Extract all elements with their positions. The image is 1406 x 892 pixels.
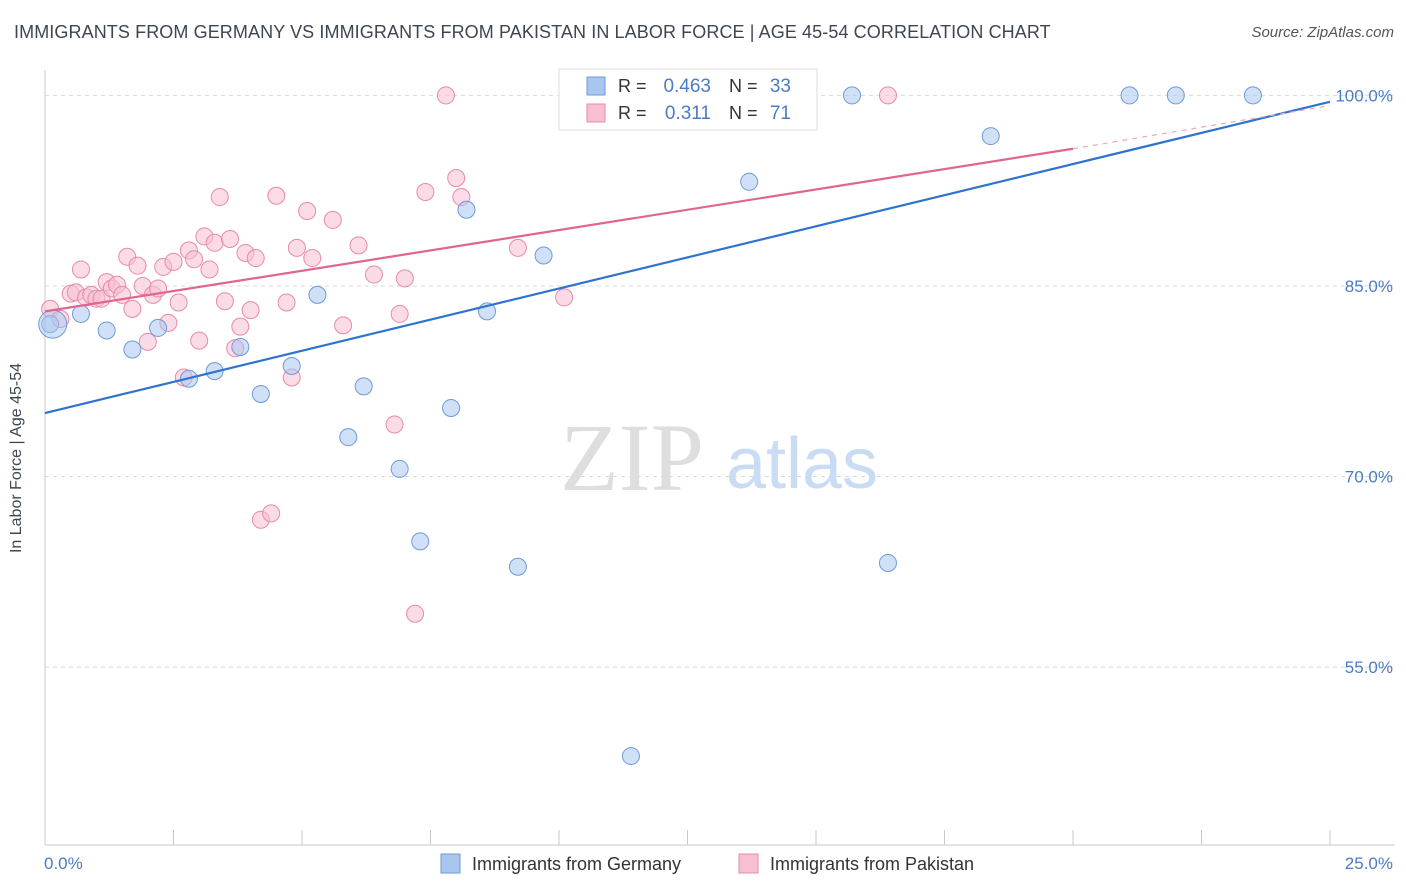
pakistan-point [267, 186, 286, 205]
legend-bottom: Immigrants from Germany Immigrants from P… [440, 853, 974, 874]
pakistan-point [395, 269, 414, 288]
pakistan-point [298, 202, 317, 221]
pakistan-point [277, 293, 296, 312]
legend-top: R = 0.463 N = 33 R = 0.311 N = 71 [558, 68, 818, 131]
pakistan-point [262, 504, 281, 523]
pakistan-point [205, 233, 224, 252]
pakistan-point [221, 229, 240, 248]
pakistan-point [303, 249, 322, 268]
germany-point [981, 127, 1000, 146]
axis-layer: 55.0% 70.0% 85.0% 100.0% 0.0% 25.0% [44, 70, 1395, 873]
legend-n-label: N = [729, 103, 758, 123]
germany-point [390, 459, 409, 478]
pakistan-point [138, 332, 157, 351]
x-tick-label: 0.0% [44, 854, 83, 873]
germany-point [740, 172, 759, 191]
pakistan-point [364, 265, 383, 284]
pakistan-point [123, 299, 142, 318]
pakistan-point [323, 210, 342, 229]
germany-point [442, 398, 461, 417]
germany-point [411, 532, 430, 551]
pakistan-point [349, 236, 368, 255]
germany-point [231, 337, 250, 356]
germany-point [97, 321, 116, 340]
legend-germany-swatch [440, 853, 461, 874]
x-tick-label: 25.0% [1345, 854, 1393, 873]
pakistan-point [555, 288, 574, 307]
pakistan-point [390, 304, 409, 323]
source-label: Source: ZipAtlas.com [1251, 24, 1394, 41]
germany-point [621, 747, 640, 766]
legend-n-value: 71 [770, 103, 791, 124]
legend-r-value: 0.311 [665, 103, 711, 124]
pakistan-point [185, 250, 204, 269]
pakistan-point [164, 252, 183, 271]
germany-point [1166, 86, 1185, 105]
germany-trendline [44, 100, 1331, 415]
pakistan-point [508, 238, 527, 257]
pakistan-trendline [44, 147, 1074, 313]
y-tick-label: 55.0% [1345, 658, 1393, 677]
pakistan-point [215, 292, 234, 311]
pakistan-point [447, 168, 466, 187]
pakistan-point [190, 331, 209, 350]
legend-n-value: 33 [770, 76, 791, 97]
legend-germany-swatch [586, 76, 606, 96]
germany-point [1243, 86, 1262, 105]
legend-germany-label: Immigrants from Germany [472, 854, 681, 874]
pakistan-trendline-extension [1072, 104, 1331, 150]
points-layer [38, 86, 1262, 766]
germany-point [1120, 86, 1139, 105]
germany-point [308, 285, 327, 304]
germany-point [282, 357, 301, 376]
germany-point [534, 246, 553, 265]
legend-pakistan-label: Immigrants from Pakistan [770, 854, 974, 874]
trend-layer [44, 100, 1331, 415]
legend-pakistan-swatch [738, 853, 759, 874]
germany-point [354, 377, 373, 396]
germany-point [71, 304, 90, 323]
y-tick-label: 70.0% [1345, 468, 1393, 487]
germany-point [38, 309, 68, 339]
pakistan-point [128, 256, 147, 275]
germany-point [457, 200, 476, 219]
pakistan-point [436, 86, 455, 105]
legend-r-value: 0.463 [663, 76, 711, 97]
pakistan-point [878, 86, 897, 105]
chart-title: IMMIGRANTS FROM GERMANY VS IMMIGRANTS FR… [14, 22, 1051, 42]
legend-r-label: R = [618, 103, 647, 123]
pakistan-point [241, 301, 260, 320]
germany-point [508, 557, 527, 576]
pakistan-point [416, 182, 435, 201]
pakistan-point [210, 188, 229, 207]
germany-point [339, 428, 358, 447]
germany-point [842, 86, 861, 105]
y-tick-label: 100.0% [1335, 86, 1393, 105]
pakistan-point [200, 260, 219, 279]
pakistan-point [71, 260, 90, 279]
pakistan-point [246, 249, 265, 268]
legend-pakistan-swatch [586, 103, 606, 123]
legend-r-label: R = [618, 76, 647, 96]
watermark: ZIP atlas [560, 404, 878, 511]
germany-point [251, 384, 270, 403]
germany-point [149, 318, 168, 337]
pakistan-point [406, 604, 425, 623]
pakistan-point [231, 317, 250, 336]
germany-point [878, 553, 897, 572]
y-tick-label: 85.0% [1345, 277, 1393, 296]
pakistan-point [287, 238, 306, 257]
pakistan-point [334, 316, 353, 335]
watermark-zip: ZIP [560, 404, 704, 511]
germany-point [123, 340, 142, 359]
watermark-atlas: atlas [726, 424, 878, 504]
pakistan-point [385, 415, 404, 434]
grid-layer [45, 94, 1395, 668]
pakistan-point [169, 293, 188, 312]
legend-n-label: N = [729, 76, 758, 96]
